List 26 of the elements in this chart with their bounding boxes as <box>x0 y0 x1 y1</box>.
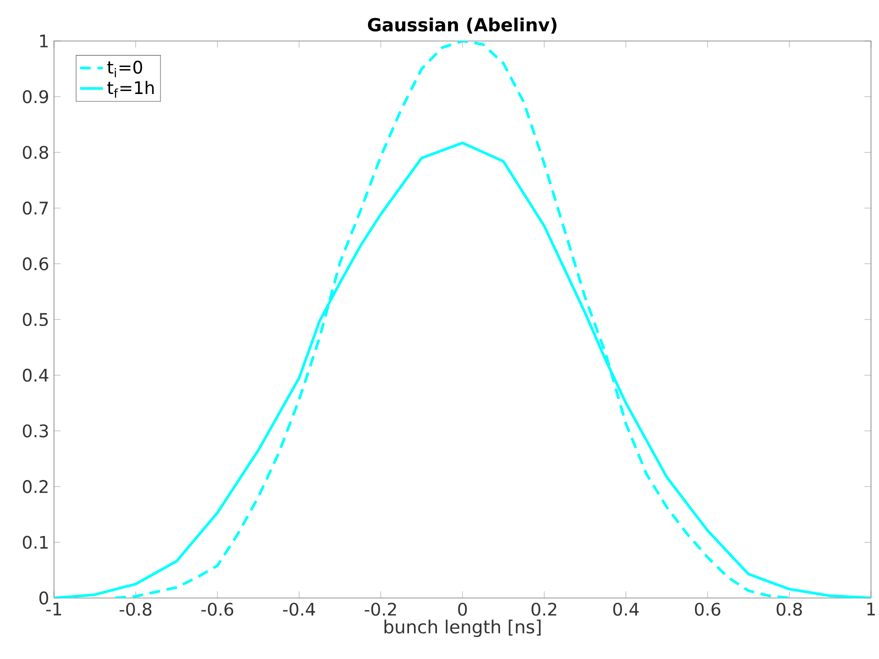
x-tick-label: 1 <box>867 602 875 616</box>
x-tick-label: 0 <box>458 602 467 616</box>
chart-title: Gaussian (Abelinv) <box>368 18 556 34</box>
y-tick-label: 0.2 <box>22 480 48 494</box>
x-tick-label: -1 <box>46 602 62 616</box>
x-tick-label: 0.6 <box>694 602 720 616</box>
x-axis-title: bunch length [ns] <box>384 620 541 638</box>
y-tick-label: 0.9 <box>22 90 48 104</box>
x-tick-label: 0.2 <box>532 602 556 616</box>
y-tick-label: 0.4 <box>22 368 48 382</box>
x-tick-label: -0.6 <box>201 602 234 616</box>
x-tick-label: 0.8 <box>776 602 802 616</box>
x-tick-label: -0.4 <box>283 602 316 616</box>
y-tick-label: 0.6 <box>22 257 48 270</box>
y-tick-label: 0.3 <box>22 424 48 438</box>
x-tick-label: 0.4 <box>613 602 639 616</box>
y-tick-label: 0 <box>39 591 48 605</box>
legend-label: t$_{i}$=0 <box>107 60 142 78</box>
y-tick-label: 0.8 <box>22 146 48 159</box>
x-tick-label: -0.8 <box>120 602 152 616</box>
y-tick-label: 1 <box>40 34 48 48</box>
y-tick-label: 0.7 <box>22 202 48 215</box>
y-tick-label: 0.5 <box>22 312 48 326</box>
legend-label: t$_{f}$=1h <box>107 80 154 98</box>
y-tick-label: 0.1 <box>22 536 48 549</box>
x-tick-label: -0.2 <box>364 602 396 616</box>
